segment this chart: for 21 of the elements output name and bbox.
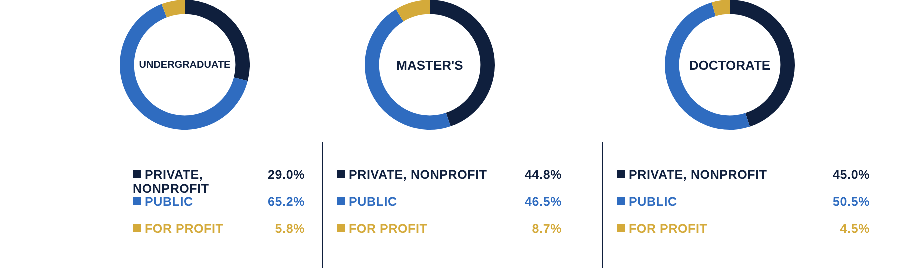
data-label: 5.8% — [275, 222, 305, 238]
legend-label: PRIVATE, NONPROFIT — [349, 168, 488, 182]
text: UNDERGRADUATE — [139, 60, 231, 70]
data-label: 45.0% — [833, 168, 870, 184]
data-label: 44.8% — [525, 168, 562, 184]
data-label: 50.5% — [833, 195, 870, 211]
legend-label: PUBLIC — [145, 195, 194, 209]
data-label: 46.5% — [525, 195, 562, 211]
legend-label: PUBLIC — [629, 195, 678, 209]
text: DOCTORATE — [689, 58, 771, 72]
legend-label: FOR PROFIT — [349, 222, 428, 236]
data-label: 29.0% — [268, 168, 305, 184]
data-label: 4.5% — [840, 222, 870, 238]
text: MASTER'S — [396, 58, 464, 72]
legend-label: PUBLIC — [349, 195, 398, 209]
legend-label: PRIVATE, NONPROFIT — [133, 168, 210, 196]
legend-label: FOR PROFIT — [145, 222, 224, 236]
legend-label: FOR PROFIT — [629, 222, 708, 236]
legend-label: PRIVATE, NONPROFIT — [629, 168, 768, 182]
data-label: 65.2% — [268, 195, 305, 211]
data-label: 8.7% — [532, 222, 562, 238]
